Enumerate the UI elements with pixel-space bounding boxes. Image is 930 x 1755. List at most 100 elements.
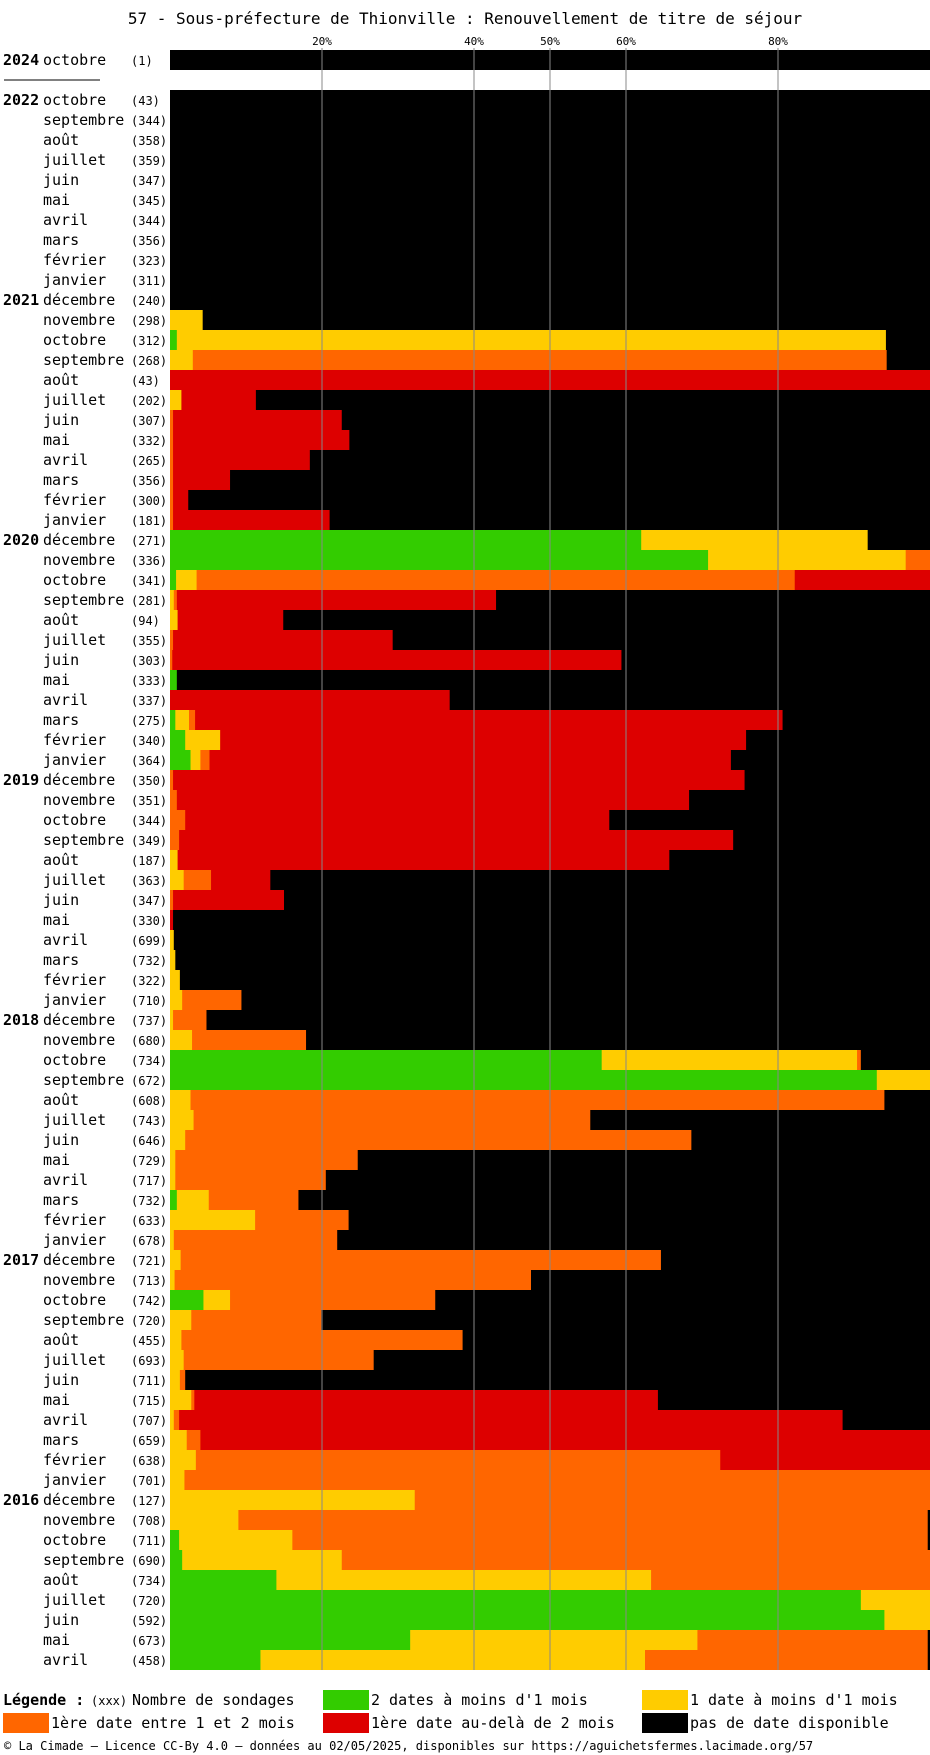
month-label: janvier — [43, 1231, 106, 1249]
bar-segment-one_date — [170, 390, 182, 410]
bar-segment-first_1_2_months — [189, 710, 196, 730]
bar-segment-one_date — [170, 950, 176, 970]
month-label: février — [43, 1211, 106, 1229]
bar-segment-none — [241, 990, 930, 1010]
count-label: (363) — [131, 874, 167, 888]
month-label: février — [43, 491, 106, 509]
count-label: (275) — [131, 714, 167, 728]
bar-segment-first_over_2_months — [176, 790, 690, 810]
bar-segment-first_1_2_months — [230, 1290, 436, 1310]
month-label: avril — [43, 451, 88, 469]
bar-segment-one_date — [170, 1150, 176, 1170]
month-label: juin — [43, 891, 79, 909]
bar-segment-one_date — [860, 1590, 930, 1610]
month-label: mai — [43, 431, 70, 449]
legend-label-first_over_2_months: 1ère date au-delà de 2 mois — [371, 1714, 615, 1732]
bar-segment-one_date — [170, 1510, 239, 1530]
count-label: (344) — [131, 814, 167, 828]
bar-segment-first_over_2_months — [173, 630, 394, 650]
bars — [170, 50, 930, 1670]
count-label: (341) — [131, 574, 167, 588]
month-label: octobre — [43, 1531, 106, 1549]
bar-segment-first_over_2_months — [176, 590, 497, 610]
bar-segment-first_over_2_months — [195, 710, 783, 730]
bar-segment-one_date — [170, 350, 194, 370]
bar-segment-none — [885, 330, 930, 350]
bar-segment-first_over_2_months — [173, 470, 231, 490]
month-label: août — [43, 1091, 79, 1109]
count-label: (699) — [131, 934, 167, 948]
count-label: (43) — [131, 374, 160, 388]
bar-segment-first_1_2_months — [170, 490, 174, 510]
count-label: (693) — [131, 1354, 167, 1368]
month-label: janvier — [43, 511, 106, 529]
count-label: (732) — [131, 1194, 167, 1208]
bar-segment-two_dates — [170, 710, 176, 730]
bar-segment-one_date — [170, 1470, 185, 1490]
month-label: août — [43, 371, 79, 389]
bar-segment-one_date — [170, 1390, 192, 1410]
month-label: décembre — [43, 1011, 115, 1029]
bar-segment-two_dates — [170, 1530, 180, 1550]
bar-segment-first_1_2_months — [857, 1050, 862, 1070]
bar-segment-first_over_2_months — [173, 410, 343, 430]
bar-segment-two_dates — [170, 670, 178, 690]
bar-segment-first_1_2_months — [196, 570, 796, 590]
month-label: septembre — [43, 1071, 124, 1089]
month-label: octobre — [43, 51, 106, 69]
month-label: septembre — [43, 351, 124, 369]
month-label: juin — [43, 1131, 79, 1149]
bar-segment-first_over_2_months — [177, 610, 284, 630]
bar-segment-one_date — [170, 1130, 186, 1150]
bar-segment-first_1_2_months — [175, 1170, 327, 1190]
bar-segment-none — [660, 1250, 930, 1270]
bar-segment-first_1_2_months — [183, 870, 212, 890]
count-label: (345) — [131, 194, 167, 208]
bar-segment-one_date — [876, 1070, 930, 1090]
bar-segment-first_1_2_months — [170, 830, 180, 850]
month-label: décembre — [43, 531, 115, 549]
count-label: (344) — [131, 214, 167, 228]
bar-segment-first_1_2_months — [173, 1010, 207, 1030]
count-label: (713) — [131, 1274, 167, 1288]
bar-segment-first_over_2_months — [173, 490, 189, 510]
bar-segment-first_1_2_months — [255, 1210, 349, 1230]
count-label: (337) — [131, 694, 167, 708]
bar-segment-one_date — [170, 1010, 174, 1030]
month-label: avril — [43, 1171, 88, 1189]
count-label: (711) — [131, 1534, 167, 1548]
bar-segment-first_over_2_months — [173, 890, 285, 910]
row-labels: 2024 octobre (1)2022 octobre (43)septembre (3… — [3, 51, 167, 1669]
bar-segment-one_date — [884, 1610, 930, 1630]
count-label: (300) — [131, 494, 167, 508]
bar-segment-first_1_2_months — [170, 770, 174, 790]
bar-segment-one_date — [641, 530, 869, 550]
count-label: (659) — [131, 1434, 167, 1448]
bar-segment-one_date — [170, 590, 175, 610]
month-label: avril — [43, 1411, 88, 1429]
year-label: 2017 — [3, 1251, 39, 1269]
bar-segment-first_over_2_months — [185, 810, 610, 830]
bar-segment-first_over_2_months — [173, 510, 330, 530]
month-label: septembre — [43, 591, 124, 609]
month-label: juillet — [43, 391, 106, 409]
count-label: (356) — [131, 474, 167, 488]
bar-segment-two_dates — [170, 550, 709, 570]
bar-segment-none — [202, 310, 930, 330]
bar-segment-first_1_2_months — [186, 1430, 201, 1450]
bar-segment-first_over_2_months — [170, 910, 174, 930]
count-label: (356) — [131, 234, 167, 248]
bar-segment-none — [884, 1090, 930, 1110]
bar-segment-none — [306, 1030, 930, 1050]
bar-segment-first_1_2_months — [292, 1530, 929, 1550]
bar-segment-one_date — [601, 1050, 858, 1070]
count-label: (672) — [131, 1074, 167, 1088]
bar-segment-two_dates — [170, 1630, 411, 1650]
bar-segment-one_date — [175, 710, 190, 730]
bar-segment-first_1_2_months — [193, 1110, 591, 1130]
count-label: (742) — [131, 1294, 167, 1308]
bar-segment-none — [927, 1650, 930, 1670]
bar-segment-first_over_2_months — [172, 650, 622, 670]
bar-segment-none — [270, 870, 930, 890]
count-label: (743) — [131, 1114, 167, 1128]
